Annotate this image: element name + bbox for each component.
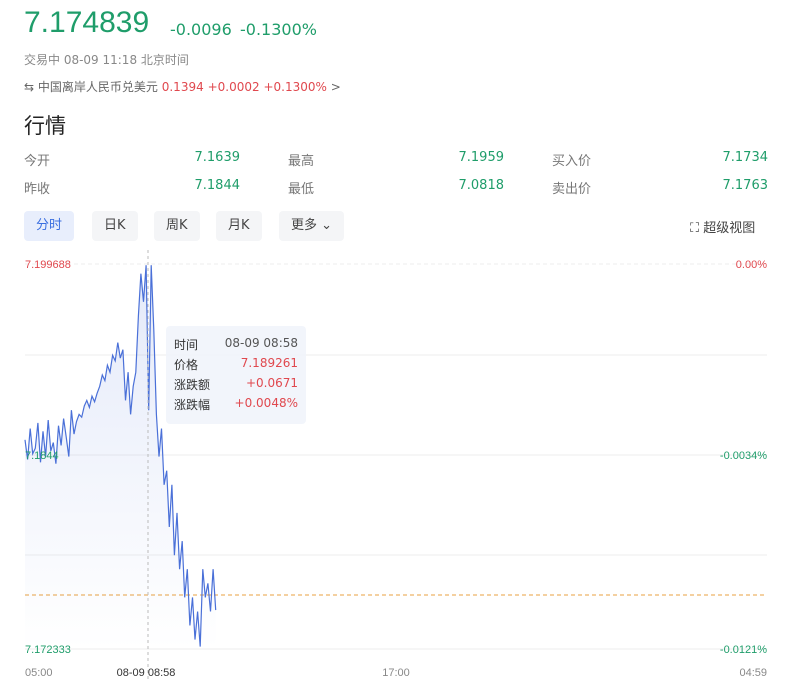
intraday-chart[interactable]: 7.199688 0.00% 7.1844 -0.0034% 7.172333 -0.01… — [0, 250, 790, 685]
y-axis-left-label: 7.1844 — [25, 450, 59, 462]
quote-value: 7.1639 — [194, 150, 241, 165]
quote-value: 7.1763 — [722, 178, 769, 193]
price-area — [25, 265, 216, 649]
tooltip-row: 时间 08-09 08:58 — [174, 336, 298, 352]
more-label: 更多 — [291, 218, 318, 233]
y-axis-left-label: 7.199688 — [25, 259, 71, 271]
super-view-label: 超级视图 — [703, 221, 756, 236]
related-change: +0.0002 — [207, 80, 260, 94]
tab-daily-k[interactable]: 日K — [92, 211, 138, 241]
trading-status: 交易中 08-09 11:18 北京时间 — [24, 53, 189, 67]
price-change-pct: -0.1300% — [240, 20, 317, 39]
quote-label: 买入价 — [552, 154, 592, 169]
tab-more[interactable]: 更多 ⌄ — [279, 211, 345, 241]
x-axis-label: 05:00 — [25, 667, 53, 679]
related-instrument-link[interactable]: ⇆ 中国离岸人民币兑美元 0.1394 +0.0002 +0.1300% > — [24, 78, 341, 95]
tab-intraday[interactable]: 分时 — [24, 211, 75, 241]
quote-label: 卖出价 — [552, 182, 592, 197]
super-view-button[interactable]: ⛶ 超级视图 — [690, 217, 755, 236]
quote-value: 7.1844 — [194, 178, 241, 193]
related-price: 0.1394 — [161, 80, 204, 94]
quote-label: 昨收 — [24, 182, 51, 197]
section-title: 行情 — [24, 114, 66, 138]
y-axis-right-label: -0.0034% — [720, 450, 767, 462]
quote-label: 最低 — [288, 182, 315, 197]
swap-icon: ⇆ — [24, 80, 35, 94]
quote-label: 今开 — [24, 154, 51, 169]
quote-label: 最高 — [288, 154, 315, 169]
price-change: -0.0096 — [170, 20, 232, 39]
y-axis-left-label: 7.172333 — [25, 644, 71, 656]
tab-monthly-k[interactable]: 月K — [216, 211, 262, 241]
tab-weekly-k[interactable]: 周K — [154, 211, 200, 241]
chevron-down-icon: ⌄ — [321, 218, 333, 233]
y-axis-right-label: 0.00% — [736, 259, 767, 271]
tooltip-row: 涨跌额 +0.0671 — [174, 376, 298, 392]
fullscreen-icon: ⛶ — [690, 221, 700, 236]
quote-value: 7.0818 — [458, 178, 505, 193]
tooltip-row: 涨跌幅 +0.0048% — [174, 396, 298, 412]
tooltip-row: 价格 7.189261 — [174, 356, 298, 372]
chart-tooltip: 时间 08-09 08:58 价格 7.189261 涨跌额 +0.0671 涨跌幅 +… — [166, 326, 306, 424]
related-change-pct: +0.1300% — [263, 80, 327, 94]
current-price: 7.174839 — [24, 6, 150, 39]
y-axis-right-label: -0.0121% — [720, 644, 767, 656]
quote-value: 7.1959 — [458, 150, 505, 165]
related-name: 中国离岸人民币兑美元 — [37, 80, 158, 94]
price-line — [24, 265, 217, 647]
x-axis-label: 04:59 — [739, 667, 767, 679]
chevron-right-icon: > — [330, 80, 341, 94]
crosshair-time-label: 08-09 08:58 — [117, 667, 176, 679]
quote-value: 7.1734 — [722, 150, 769, 165]
x-axis-label: 17:00 — [382, 667, 410, 679]
